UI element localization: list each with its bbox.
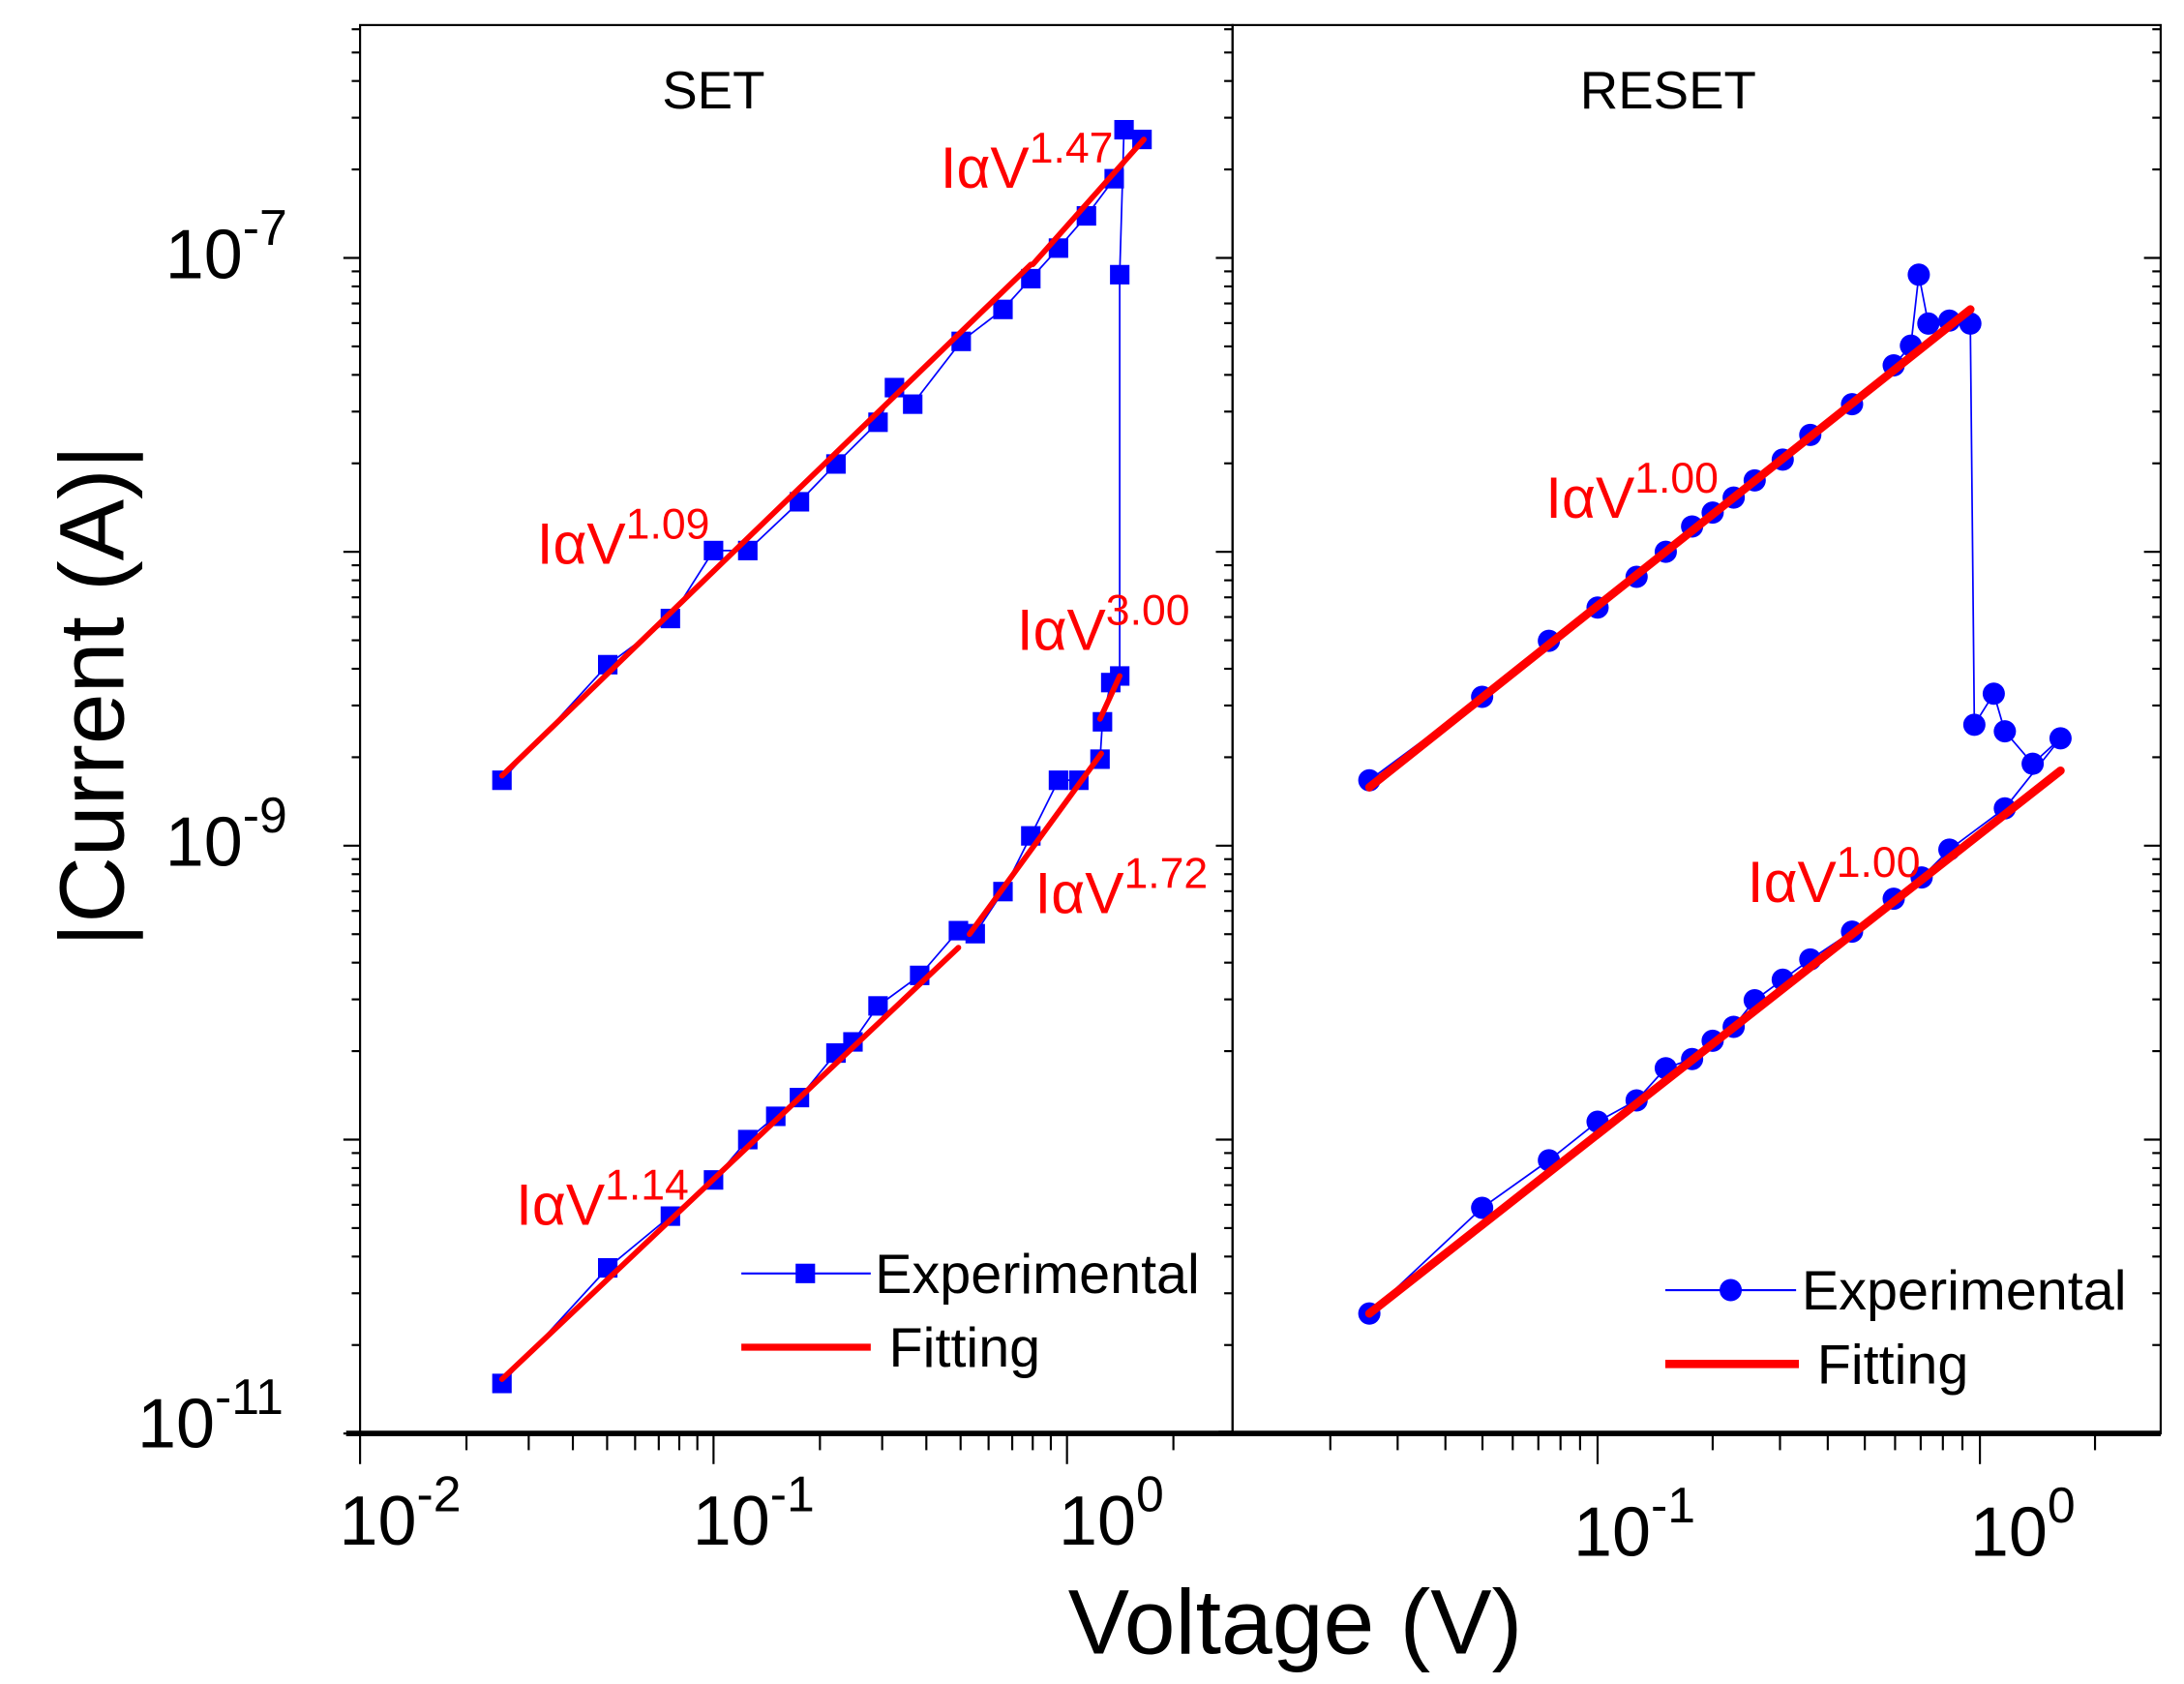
set-data-point [1110, 264, 1130, 285]
reset-data-point [1982, 682, 2005, 706]
y-axis-title: |Current (A)| [42, 445, 144, 947]
reset-fit-line-1.00 [1364, 766, 2065, 1318]
legend-circle-marker-icon [1720, 1278, 1743, 1302]
data-series [492, 119, 2072, 1394]
reset-plot-frame [1231, 23, 2162, 1435]
reset-data-point [1907, 263, 1930, 286]
reset-data-point [2021, 752, 2045, 775]
set-data-point [703, 540, 724, 560]
set-data-point [1048, 770, 1068, 791]
reset-fit-line-1.00 [1364, 305, 1975, 792]
fit-annotation-set-3.00: IαV3.00 [1017, 587, 1190, 663]
set-data-point [993, 299, 1013, 319]
set-fit-line-1.14 [498, 945, 962, 1382]
legend-fitting-label: Fitting [1817, 1334, 1969, 1396]
reset-data-point [1917, 312, 1940, 335]
set-data-point [790, 492, 810, 512]
reset-data-point [1993, 720, 2017, 743]
set-data-point [492, 770, 512, 791]
x-tick-label: 100 [1970, 1477, 2076, 1572]
reset-legend: Experimental Fitting [1664, 1260, 2127, 1396]
reset-data-point [2049, 727, 2072, 750]
axes [343, 23, 2162, 1464]
reset-data-point [1471, 1196, 1494, 1219]
x-axis-title: Voltage (V) [1068, 1571, 1522, 1673]
x-tick-label: 100 [1059, 1466, 1164, 1561]
fit-annotation-set-1.72: IαV1.72 [1035, 850, 1209, 925]
legend-experimental-label: Experimental [875, 1244, 1200, 1306]
x-tick-label: 10-1 [1573, 1477, 1695, 1572]
y-tick-label: 10-9 [165, 787, 287, 882]
fit-annotation-reset-upper: IαV1.00 [1545, 455, 1719, 530]
legend-experimental-label: Experimental [1802, 1260, 2127, 1322]
fit-annotation-reset-lower: IαV1.00 [1748, 839, 1921, 915]
fit-annotation-set-1.14: IαV1.14 [516, 1162, 689, 1238]
set-data-point [843, 1032, 863, 1052]
fit-annotation-set-1.09: IαV1.09 [537, 501, 710, 577]
set-data-point [1021, 268, 1041, 289]
reset-panel-title: RESET [1580, 61, 1756, 120]
y-tick-label: 10-7 [165, 199, 287, 294]
reset-experimental-line [1368, 274, 2062, 1314]
reset-data-point [1962, 713, 1986, 737]
set-data-point [903, 394, 923, 414]
set-data-point [492, 1373, 512, 1394]
set-data-point [868, 996, 888, 1016]
set-panel-title: SET [662, 61, 764, 120]
legend-square-marker-icon [795, 1263, 816, 1283]
y-tick-label: 10-11 [137, 1368, 284, 1463]
set-data-point [660, 609, 680, 629]
set-data-point [948, 920, 969, 941]
set-fit-line-1.09 [498, 261, 1034, 779]
set-fit-line-3.00 [1096, 673, 1123, 722]
set-data-point [1104, 168, 1124, 189]
set-data-point [1114, 119, 1134, 140]
set-legend: Experimental Fitting [741, 1244, 1200, 1379]
set-fit-line-1.72 [967, 750, 1104, 938]
set-fit-line-1.47 [1030, 136, 1147, 268]
x-tick-label: 10-2 [340, 1466, 462, 1561]
set-data-point [1092, 711, 1113, 732]
legend-fitting-label: Fitting [889, 1317, 1041, 1379]
fit-annotation-set-1.47: IαV1.47 [941, 125, 1114, 200]
x-tick-label: 10-1 [693, 1466, 815, 1561]
